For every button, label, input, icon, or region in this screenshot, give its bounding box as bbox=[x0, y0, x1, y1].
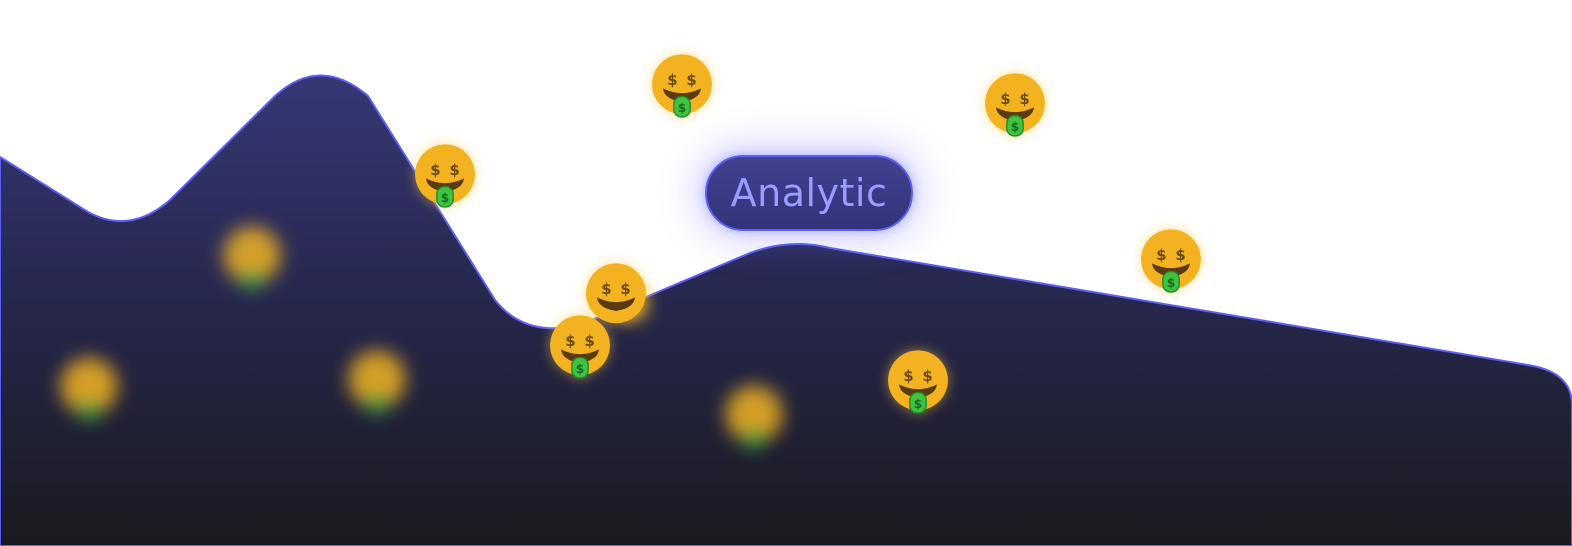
money-mouth-face-icon: $ $ $ bbox=[411, 143, 479, 211]
svg-text:$: $ bbox=[667, 71, 677, 89]
svg-text:$: $ bbox=[1175, 246, 1185, 264]
svg-text:$: $ bbox=[576, 362, 585, 376]
money-mouth-face-icon bbox=[720, 383, 788, 451]
svg-text:$: $ bbox=[620, 280, 630, 298]
money-mouth-face-icon: $ $ $ bbox=[981, 72, 1049, 140]
svg-text:$: $ bbox=[903, 367, 913, 385]
money-mouth-face-icon: $ $ $ bbox=[648, 53, 716, 121]
money-mouth-face-icon bbox=[343, 348, 411, 416]
money-mouth-face-icon: $ $ $ bbox=[546, 314, 614, 382]
svg-text:$: $ bbox=[914, 397, 923, 411]
svg-text:$: $ bbox=[584, 332, 594, 350]
svg-text:$: $ bbox=[678, 101, 687, 115]
money-mouth-face-icon bbox=[218, 224, 286, 292]
money-mouth-face-icon bbox=[55, 355, 123, 423]
svg-text:$: $ bbox=[1167, 276, 1176, 290]
svg-text:$: $ bbox=[441, 191, 450, 205]
money-mouth-face-icon: $ $ bbox=[582, 262, 650, 330]
analytic-badge-label: Analytic bbox=[730, 171, 888, 215]
money-mouth-face-icon: $ $ $ bbox=[884, 349, 952, 417]
svg-text:$: $ bbox=[922, 367, 932, 385]
svg-text:$: $ bbox=[565, 332, 575, 350]
svg-text:$: $ bbox=[1011, 120, 1020, 134]
svg-text:$: $ bbox=[686, 71, 696, 89]
svg-text:$: $ bbox=[601, 280, 611, 298]
analytic-badge: Analytic bbox=[705, 155, 913, 231]
svg-text:$: $ bbox=[1000, 90, 1010, 108]
svg-text:$: $ bbox=[449, 161, 459, 179]
svg-text:$: $ bbox=[1019, 90, 1029, 108]
money-mouth-face-icon: $ $ $ bbox=[1137, 228, 1205, 296]
svg-text:$: $ bbox=[430, 161, 440, 179]
svg-text:$: $ bbox=[1156, 246, 1166, 264]
